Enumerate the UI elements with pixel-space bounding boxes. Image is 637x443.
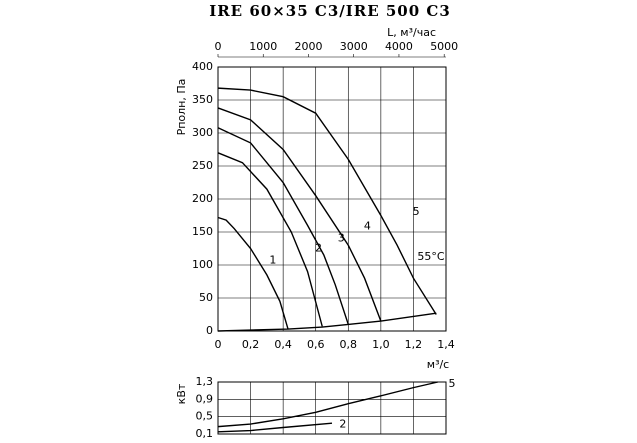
x-axis-label: м³/с [427, 358, 449, 371]
x2-axis-label: L, м³/час [387, 26, 436, 39]
curve [217, 152, 323, 327]
y-tick-label: 50 [199, 291, 213, 304]
curve-label: 1 [269, 253, 276, 266]
plot-frame [217, 66, 447, 332]
x-tick-label: 0 [215, 338, 222, 351]
y-tick-label: 400 [192, 60, 213, 73]
x2-tick-label: 2000 [294, 40, 322, 53]
plot-frame [217, 381, 447, 435]
x2-tick-label: 5000 [430, 40, 458, 53]
x-tick-label: 0,2 [242, 338, 260, 351]
curve-label: 5 [449, 377, 456, 390]
x-tick-label: 1,2 [405, 338, 423, 351]
y-tick-label: 0 [206, 324, 213, 337]
x-tick-label: 0,4 [274, 338, 292, 351]
y-tick-label: 1,3 [196, 375, 214, 388]
x-tick-label: 1,4 [437, 338, 455, 351]
curve-label: 2 [339, 417, 346, 430]
y-tick-label: 100 [192, 258, 213, 271]
y-tick-label: 0,1 [196, 427, 214, 440]
curve [217, 312, 437, 332]
curve-label: 3 [338, 232, 345, 245]
annotation: 55°C [417, 250, 444, 263]
x-tick-label: 0,8 [340, 338, 358, 351]
y-axis-label: Рполн, Па [175, 79, 188, 136]
x2-tick-label: 0 [215, 40, 222, 53]
curve-label: 5 [413, 205, 420, 218]
curve [217, 87, 437, 315]
x2-tick-label: 3000 [340, 40, 368, 53]
y-tick-label: 300 [192, 126, 213, 139]
y-tick-label: 250 [192, 159, 213, 172]
curve [217, 216, 289, 330]
y-axis-label: кВт [175, 383, 188, 404]
curve [217, 381, 439, 428]
x-tick-label: 0,6 [307, 338, 325, 351]
x-tick-label: 1,0 [372, 338, 390, 351]
curve [217, 422, 333, 433]
y-tick-label: 200 [192, 192, 213, 205]
y-tick-label: 150 [192, 225, 213, 238]
curve [217, 107, 382, 322]
y-tick-label: 0,5 [196, 410, 214, 423]
x2-tick-label: 1000 [249, 40, 277, 53]
y-tick-label: 0,9 [196, 392, 214, 405]
chart-title: IRE 60×35 C3/IRE 500 C3 [209, 2, 451, 20]
curve-label: 4 [364, 220, 371, 233]
x2-tick-label: 4000 [385, 40, 413, 53]
y-tick-label: 350 [192, 93, 213, 106]
curve-label: 2 [315, 242, 322, 255]
curve [217, 127, 349, 325]
